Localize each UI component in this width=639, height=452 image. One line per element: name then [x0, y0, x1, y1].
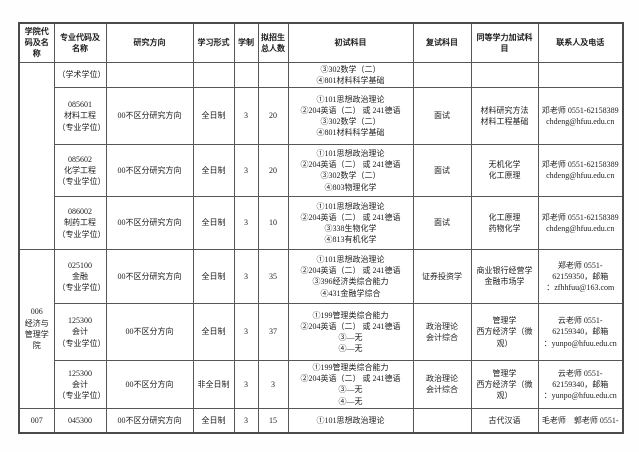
initial-exam-cell: ①101思想政治理论 ②204英语（二） 或 241德语 ③338生物化学 ④8…: [287, 195, 414, 250]
study-form-cell: 全日制: [192, 86, 235, 145]
research-direction-cell: 00不区分研究方向: [105, 248, 194, 304]
contact-cell: 邓老师 0551-62158389 chdeng@hfuu.edu.cn: [537, 143, 624, 197]
enrollment-cell: 15: [257, 407, 289, 434]
enrollment-cell: 3: [257, 359, 289, 409]
duration-cell: [233, 61, 259, 88]
college-code-cell: 006 经济与管理学院: [18, 248, 55, 409]
table-row: 006 经济与管理学院 025100 金融 （专业学位） 00不区分研究方向 全…: [18, 248, 624, 409]
study-form-cell: 全日制: [192, 195, 235, 250]
header-initial-exams: 初试科目: [287, 22, 414, 63]
major-code-cell: 085601 材料工程 （专业学位）: [53, 86, 107, 145]
table-row: （学术学位） ③302数学（二） ④801材料科学基础: [18, 61, 624, 250]
contact-cell: [537, 61, 624, 88]
equivalency-test-cell: 管理学 西方经济学（微观）: [470, 359, 539, 409]
college-code-cell: [18, 61, 55, 250]
equivalency-test-cell: 商业银行经营学 金融市场学: [470, 248, 539, 304]
college-code-cell: 007: [18, 407, 55, 434]
study-form-cell: 非全日制: [192, 359, 235, 409]
major-code-cell: 125300 会计 （专业学位）: [53, 302, 107, 361]
research-direction-cell: 00不区分方向: [105, 359, 194, 409]
duration-cell: 3: [233, 407, 259, 434]
header-college-code: 学院代码及名称: [18, 22, 55, 63]
equivalency-test-cell: [470, 61, 539, 88]
retest-subject-cell: 政治理论 会计综合: [412, 359, 472, 409]
contact-cell: 云老师 0551- 62159340，邮箱 ：yunpo@hfuu.edu.cn: [537, 359, 624, 409]
study-form-cell: 全日制: [192, 407, 235, 434]
initial-exam-cell: ①101思想政治理论 ②204英语（二） 或 241德语 ③302数学（二） ④…: [287, 86, 414, 145]
research-direction-cell: 00不区分方向: [105, 302, 194, 361]
header-retest-subjects: 复试科目: [412, 22, 472, 63]
contact-cell: 云老师 0551- 62159340，邮箱 ：yunpo@hfuu.edu.cn: [537, 302, 624, 361]
header-duration: 学制: [233, 22, 259, 63]
retest-subject-cell: 面试: [412, 195, 472, 250]
header-contact: 联系人及电话: [537, 22, 624, 63]
initial-exam-cell: ①101思想政治理论 ②204英语（二） 或 241德语 ③302数学（二） ④…: [287, 143, 414, 197]
table-row: 085601 材料工程 （专业学位） 00不区分研究方向 全日制 3 20 ①1…: [19, 86, 624, 145]
enrollment-cell: 20: [257, 86, 289, 145]
table-row: 086002 制药工程 （专业学位） 00不区分研究方向 全日制 3 10 ①1…: [19, 195, 624, 250]
header-equivalency-tests: 同等学力加试科目: [470, 22, 539, 63]
study-form-cell: 全日制: [192, 302, 235, 361]
retest-subject-cell: 面试: [412, 143, 472, 197]
equivalency-test-cell: 管理学 西方经济学（微观）: [470, 302, 539, 361]
contact-cell: 毛老师 郭老师 0551-: [537, 407, 624, 434]
equivalency-test-cell: 化工原理 药物化学: [470, 195, 539, 250]
table-header-row: 学院代码及名称 专业代码及名称 研究方向 学习形式 学制 拟招生总人数 初试科目…: [18, 22, 624, 63]
major-code-cell: 086002 制药工程 （专业学位）: [53, 195, 107, 250]
header-research-direction: 研究方向: [105, 22, 194, 63]
retest-subject-cell: 面试: [412, 86, 472, 145]
retest-subject-cell: [412, 61, 472, 88]
enrollment-cell: 10: [257, 195, 289, 250]
equivalency-test-cell: 古代汉语: [470, 407, 539, 434]
study-form-cell: 全日制: [192, 248, 235, 304]
major-code-cell: 085602 化学工程 （专业学位）: [53, 143, 107, 197]
retest-subject-cell: 证券投资学: [412, 248, 472, 304]
duration-cell: 3: [233, 359, 259, 409]
major-code-cell: 125300 会计 （专业学位）: [53, 359, 107, 409]
major-code-cell: （学术学位）: [53, 61, 107, 88]
retest-subject-cell: [412, 407, 472, 434]
contact-cell: 郑老师 0551- 62159350，邮箱 ：zfhhfuu@163.com: [537, 248, 624, 304]
study-form-cell: [192, 61, 235, 88]
enrollment-cell: 20: [257, 143, 289, 197]
header-enrollment: 拟招生总人数: [257, 22, 289, 63]
enrollment-cell: 35: [257, 248, 289, 304]
retest-subject-cell: 政治理论 会计综合: [412, 302, 472, 361]
table-row: 125300 会计 （专业学位） 00不区分方向 非全日制 3 3 ①199管理…: [19, 359, 624, 409]
table-row: 125300 会计 （专业学位） 00不区分方向 全日制 3 37 ①199管理…: [19, 302, 624, 361]
duration-cell: 3: [233, 195, 259, 250]
header-study-form: 学习形式: [192, 22, 235, 63]
table-row: 085602 化学工程 （专业学位） 00不区分研究方向 全日制 3 20 ①1…: [19, 143, 624, 197]
study-form-cell: 全日制: [192, 143, 235, 197]
table-row: 007 045300 00不区分研究方向 全日制 3 15 ①101思想政治理论…: [18, 407, 624, 434]
duration-cell: 3: [233, 143, 259, 197]
initial-exam-cell: ①101思想政治理论 ②204英语（二） 或 241德语 ③396经济类综合能力…: [287, 248, 414, 304]
equivalency-test-cell: 材料研究方法 材料工程基础: [470, 86, 539, 145]
duration-cell: 3: [233, 86, 259, 145]
research-direction-cell: [105, 61, 194, 88]
initial-exam-cell: ③302数学（二） ④801材料科学基础: [287, 61, 414, 88]
duration-cell: 3: [233, 302, 259, 361]
research-direction-cell: 00不区分研究方向: [105, 143, 194, 197]
enrollment-cell: [257, 61, 289, 88]
initial-exam-cell: ①101思想政治理论: [287, 407, 414, 434]
initial-exam-cell: ①199管理类综合能力 ②204英语（二） 或 241德语 ③—无 ④—无: [287, 302, 414, 361]
enrollment-cell: 37: [257, 302, 289, 361]
contact-cell: 邓老师 0551-62158389 chdeng@hfuu.edu.cn: [537, 195, 624, 250]
admissions-table: 学院代码及名称 专业代码及名称 研究方向 学习形式 学制 拟招生总人数 初试科目…: [18, 22, 624, 435]
research-direction-cell: 00不区分研究方向: [105, 195, 194, 250]
equivalency-test-cell: 无机化学 化工原理: [470, 143, 539, 197]
duration-cell: 3: [233, 248, 259, 304]
initial-exam-cell: ①199管理类综合能力 ②204英语（二） 或 241德语 ③—无 ④—无: [287, 359, 414, 409]
research-direction-cell: 00不区分研究方向: [105, 407, 194, 434]
major-code-cell: 025100 金融 （专业学位）: [53, 248, 107, 304]
research-direction-cell: 00不区分研究方向: [105, 86, 194, 145]
contact-cell: 邓老师 0551-62158389 chdeng@hfuu.edu.cn: [537, 86, 624, 145]
header-major-code: 专业代码及名称: [53, 22, 107, 63]
major-code-cell: 045300: [53, 407, 107, 434]
